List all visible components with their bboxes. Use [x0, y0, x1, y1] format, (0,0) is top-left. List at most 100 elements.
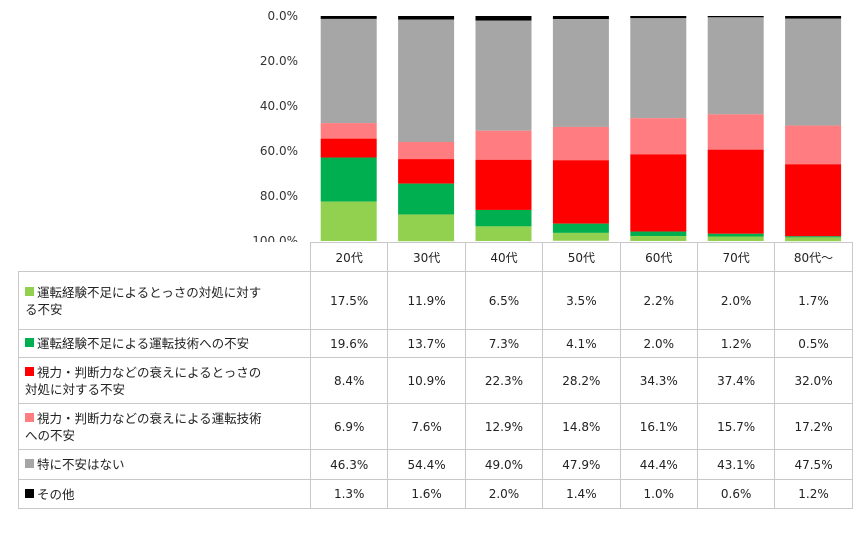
data-label: 6.9% [309, 403, 389, 450]
bar-segment [630, 18, 687, 119]
data-label: 4.1% [542, 329, 621, 358]
bar-segment [630, 231, 687, 237]
data-label: 16.1% [619, 403, 698, 450]
data-label: 46.3% [309, 449, 389, 480]
data-label: 11.9% [387, 271, 466, 330]
data-label: 54.4% [387, 449, 466, 480]
data-label: 34.3% [619, 357, 698, 404]
series-label-text: る不安 [25, 301, 63, 317]
y-tick-label: 0.0% [268, 9, 299, 23]
data-label: 1.2% [696, 329, 776, 358]
data-label: 1.0% [619, 479, 698, 509]
legend-swatch [25, 338, 34, 347]
data-label: 2.0% [619, 329, 698, 358]
category-label: 50代 [542, 242, 621, 272]
data-label: 17.2% [774, 403, 853, 450]
data-label: 2.2% [619, 271, 698, 330]
bar-segment [552, 223, 609, 233]
legend-swatch [25, 286, 34, 296]
data-label: 1.6% [387, 479, 466, 509]
table-row: 視力・判断力などの衰えによる運転技術 への不安 6.9% 7.6% 12.9% 14.8%… [18, 403, 853, 450]
data-label: 13.7% [387, 329, 466, 358]
bar-segment [707, 16, 764, 18]
table-row: 視力・判断力などの衰えによるとっさの 対処に対する不安 8.4% 10.9% 22.3%… [18, 357, 853, 404]
data-label: 15.7% [696, 403, 776, 450]
bar-segment [630, 118, 687, 155]
category-label: 70代 [696, 242, 776, 272]
data-label: 6.5% [464, 271, 544, 330]
legend-swatch [25, 488, 34, 498]
bar-segment [320, 16, 377, 19]
data-label: 7.6% [387, 403, 466, 450]
legend-swatch [25, 366, 34, 376]
y-tick-label: 60.0% [260, 144, 298, 158]
bar-segment [552, 19, 609, 127]
bar-segment [630, 236, 687, 241]
data-table: 20代 30代 40代 50代 60代 70代 80代〜 運転経験不足によるとっさの対処に対す… [18, 242, 853, 509]
bar-segment [398, 159, 455, 184]
bar-segment [552, 232, 609, 241]
series-label-text: 運転経験不足によるとっさの対処に対す [37, 284, 262, 300]
bar-segment [707, 17, 764, 115]
data-label: 19.6% [309, 329, 389, 358]
legend-swatch [25, 459, 34, 468]
data-label: 43.1% [696, 449, 776, 480]
data-label: 47.9% [542, 449, 621, 480]
y-tick-label: 40.0% [260, 99, 298, 113]
bar-segment [785, 164, 842, 237]
data-label: 17.5% [309, 271, 389, 330]
series-label-text: その他 [37, 486, 75, 502]
bar-segment [320, 138, 377, 158]
data-label: 14.8% [542, 403, 621, 450]
legend-swatch [25, 412, 34, 422]
data-label: 49.0% [464, 449, 544, 480]
series-label: 視力・判断力などの衰えによる運転技術 への不安 [18, 403, 311, 450]
series-label: 運転経験不足によるとっさの対処に対す る不安 [18, 271, 311, 330]
bar-segment [552, 160, 609, 224]
bar-segment [785, 18, 842, 126]
data-label: 12.9% [464, 403, 544, 450]
bar-segment [320, 18, 377, 124]
bar-segment [475, 159, 532, 210]
bar-segment [398, 214, 455, 242]
bar-segment [398, 142, 455, 160]
table-corner [18, 242, 311, 272]
data-label: 2.0% [464, 479, 544, 509]
data-label: 1.4% [542, 479, 621, 509]
series-label-text: 対処に対する不安 [25, 381, 126, 397]
bar-segment [320, 201, 377, 241]
bar-segment [785, 236, 842, 238]
series-label: 視力・判断力などの衰えによるとっさの 対処に対する不安 [18, 357, 311, 404]
table-row: 運転経験不足によるとっさの対処に対す る不安 17.5% 11.9% 6.5% 3.5% 2… [18, 271, 853, 330]
bar-segment [707, 236, 764, 241]
series-label: 運転経験不足による運転技術への不安 [18, 329, 311, 358]
bar-segment [552, 126, 609, 161]
category-label: 20代 [309, 242, 389, 272]
stacked-bar-chart: 0.0% 20.0% 40.0% 60.0% 80.0% 100.0% [252, 9, 842, 242]
data-label: 32.0% [774, 357, 853, 404]
category-label: 30代 [387, 242, 466, 272]
bar-segment [630, 154, 687, 232]
data-label: 1.3% [309, 479, 389, 509]
data-label: 2.0% [696, 271, 776, 330]
data-label: 7.3% [464, 329, 544, 358]
bar-segment [785, 16, 842, 19]
series-label-text: 特に不安はない [37, 457, 125, 472]
bar-segment [320, 157, 377, 202]
bar-segment [785, 125, 842, 165]
bar-segment [398, 16, 455, 20]
data-label: 22.3% [464, 357, 544, 404]
bar-segment [475, 130, 532, 160]
table-header-row: 20代 30代 40代 50代 60代 70代 80代〜 [18, 242, 853, 272]
bar-segment [475, 226, 532, 241]
bar-segment [475, 209, 532, 227]
bar-segment [320, 123, 377, 139]
bar-segment [475, 20, 532, 131]
data-label: 0.5% [774, 329, 853, 358]
series-label-text: への不安 [25, 427, 76, 443]
series-label-text: 視力・判断力などの衰えによるとっさの [37, 364, 262, 380]
bar-segment [398, 183, 455, 215]
data-label: 44.4% [619, 449, 698, 480]
data-label: 1.7% [774, 271, 853, 330]
bar-segment [552, 16, 609, 20]
